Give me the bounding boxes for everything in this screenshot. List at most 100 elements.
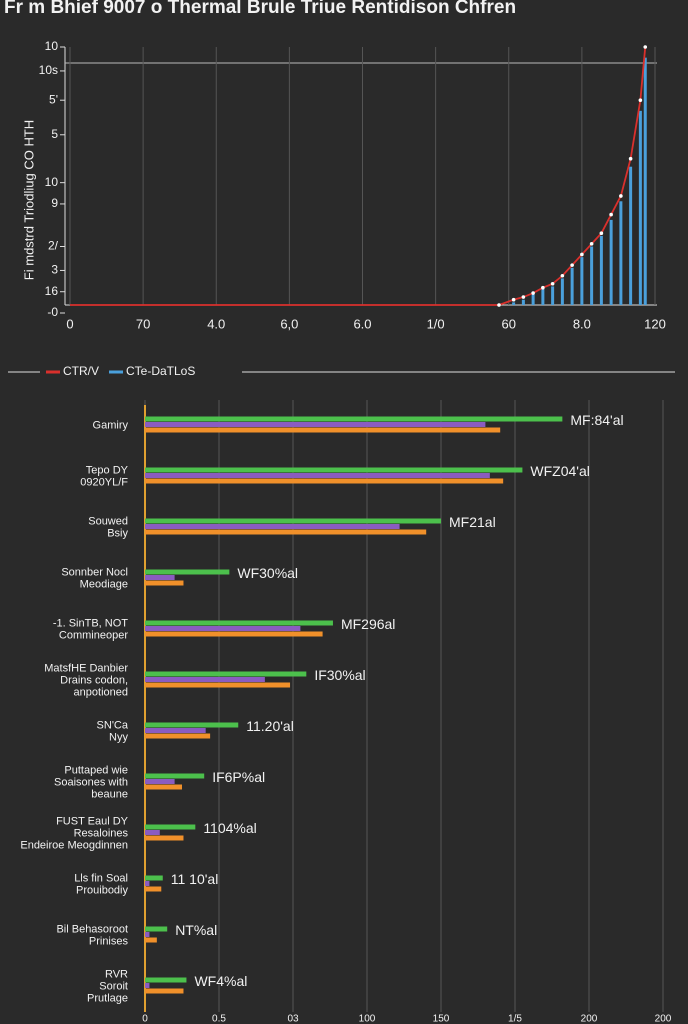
y-tick-label: 10: [45, 175, 59, 189]
annotation: MF:84'al: [570, 412, 623, 428]
line-point: [589, 242, 594, 246]
x-tick-label: 200: [655, 1014, 672, 1024]
bar: [145, 427, 501, 433]
y-tick-label: 5: [51, 127, 58, 141]
category-label: Nyy: [109, 731, 128, 743]
x-tick-label: 1/5: [508, 1014, 522, 1024]
line-point: [599, 231, 604, 235]
annotation: WF4%al: [194, 973, 247, 989]
annotation: IF6P%al: [212, 769, 265, 785]
bar: [145, 682, 291, 688]
legend-label: CTe-DaTLoS: [126, 364, 195, 378]
category-label: Prutlage: [87, 992, 128, 1004]
line-point: [531, 291, 535, 295]
bar: [512, 302, 516, 305]
bar: [145, 620, 333, 626]
bar: [145, 886, 162, 892]
bar: [145, 518, 441, 524]
bar: [145, 881, 150, 886]
annotation: NT%al: [175, 922, 217, 938]
x-tick-label: 4.0: [207, 316, 225, 331]
x-tick-label: 0: [66, 316, 73, 331]
y-axis-label: Fi mdstrd Triodliug CO HTH: [21, 120, 36, 280]
annotation: 11 10'al: [171, 871, 219, 887]
line-point: [560, 273, 565, 278]
line-point: [628, 156, 633, 161]
bar: [145, 937, 157, 943]
y-tick-label: 5': [49, 92, 58, 106]
bar: [643, 57, 647, 305]
bar: [145, 773, 205, 779]
x-tick-label: 0.5: [212, 1014, 226, 1024]
category-label: SN'Ca: [97, 719, 129, 731]
category-label: Puttaped wie: [64, 764, 128, 776]
y-tick-label: 2/: [48, 239, 59, 253]
annotation: 11.20'al: [246, 718, 294, 734]
bar: [560, 278, 564, 305]
category-label: Resaloines: [74, 827, 129, 839]
category-label: Endeiroe Meogdinnen: [20, 839, 128, 851]
bar: [145, 626, 301, 631]
y-tick-label: 10: [45, 39, 59, 53]
y-tick-label: 10s: [39, 63, 58, 77]
category-label: MatsfHE Danbier: [44, 662, 128, 674]
annotation: WFZ04'al: [530, 463, 589, 479]
bar: [145, 983, 150, 988]
bar: [145, 422, 486, 427]
line-point: [580, 252, 584, 257]
annotation: MF296al: [341, 616, 395, 632]
bar: [145, 977, 187, 983]
bar: [145, 728, 206, 733]
bar: [619, 201, 623, 305]
bar: [145, 416, 563, 422]
bar: [599, 235, 603, 305]
bar: [590, 246, 594, 305]
line-point: [638, 98, 643, 102]
line-point: [521, 295, 526, 299]
bar: [145, 569, 230, 575]
annotation: IF30%al: [314, 667, 365, 683]
bar: [145, 575, 175, 580]
category-label: Meodiage: [80, 578, 128, 590]
y-tick-label: 9: [51, 196, 58, 210]
bar: [145, 677, 265, 682]
line-point: [570, 263, 574, 267]
line-point: [609, 212, 613, 217]
x-tick-label: 6.0: [353, 316, 371, 331]
category-label: beaune: [91, 788, 128, 800]
y-tick-label: 16: [45, 284, 59, 298]
x-tick-label: 1/0: [427, 316, 445, 331]
bar: [145, 529, 427, 535]
y-tick-label: -0: [47, 305, 58, 319]
legend-label: CTR/V: [63, 364, 99, 378]
bar: [145, 784, 182, 790]
bar: [145, 988, 184, 994]
bar: [145, 631, 323, 637]
x-tick-label: 100: [359, 1014, 376, 1024]
bar: [570, 267, 574, 305]
bar: [145, 733, 211, 739]
bar: [638, 110, 642, 305]
category-label: RVR: [105, 968, 128, 980]
bar: [145, 722, 239, 728]
category-label: Prinises: [89, 935, 129, 947]
bar: [145, 875, 163, 881]
category-label: Drains codon,: [60, 674, 128, 686]
category-label: anpotioned: [74, 686, 128, 698]
x-tick-label: 200: [581, 1014, 598, 1024]
x-tick-label: 03: [287, 1014, 299, 1024]
category-label: Commineoper: [59, 629, 128, 641]
category-label: Lls fin Soal: [74, 872, 128, 884]
category-label: Gamiry: [93, 419, 129, 431]
category-label: Sonnber Nocl: [61, 566, 128, 578]
bar: [145, 467, 523, 473]
bar: [145, 478, 504, 484]
bar: [145, 671, 307, 677]
annotation: WF30%al: [237, 565, 298, 581]
bar: [145, 926, 168, 932]
line-point: [511, 297, 516, 302]
bar: [145, 830, 160, 835]
category-label: Souwed: [88, 515, 128, 527]
